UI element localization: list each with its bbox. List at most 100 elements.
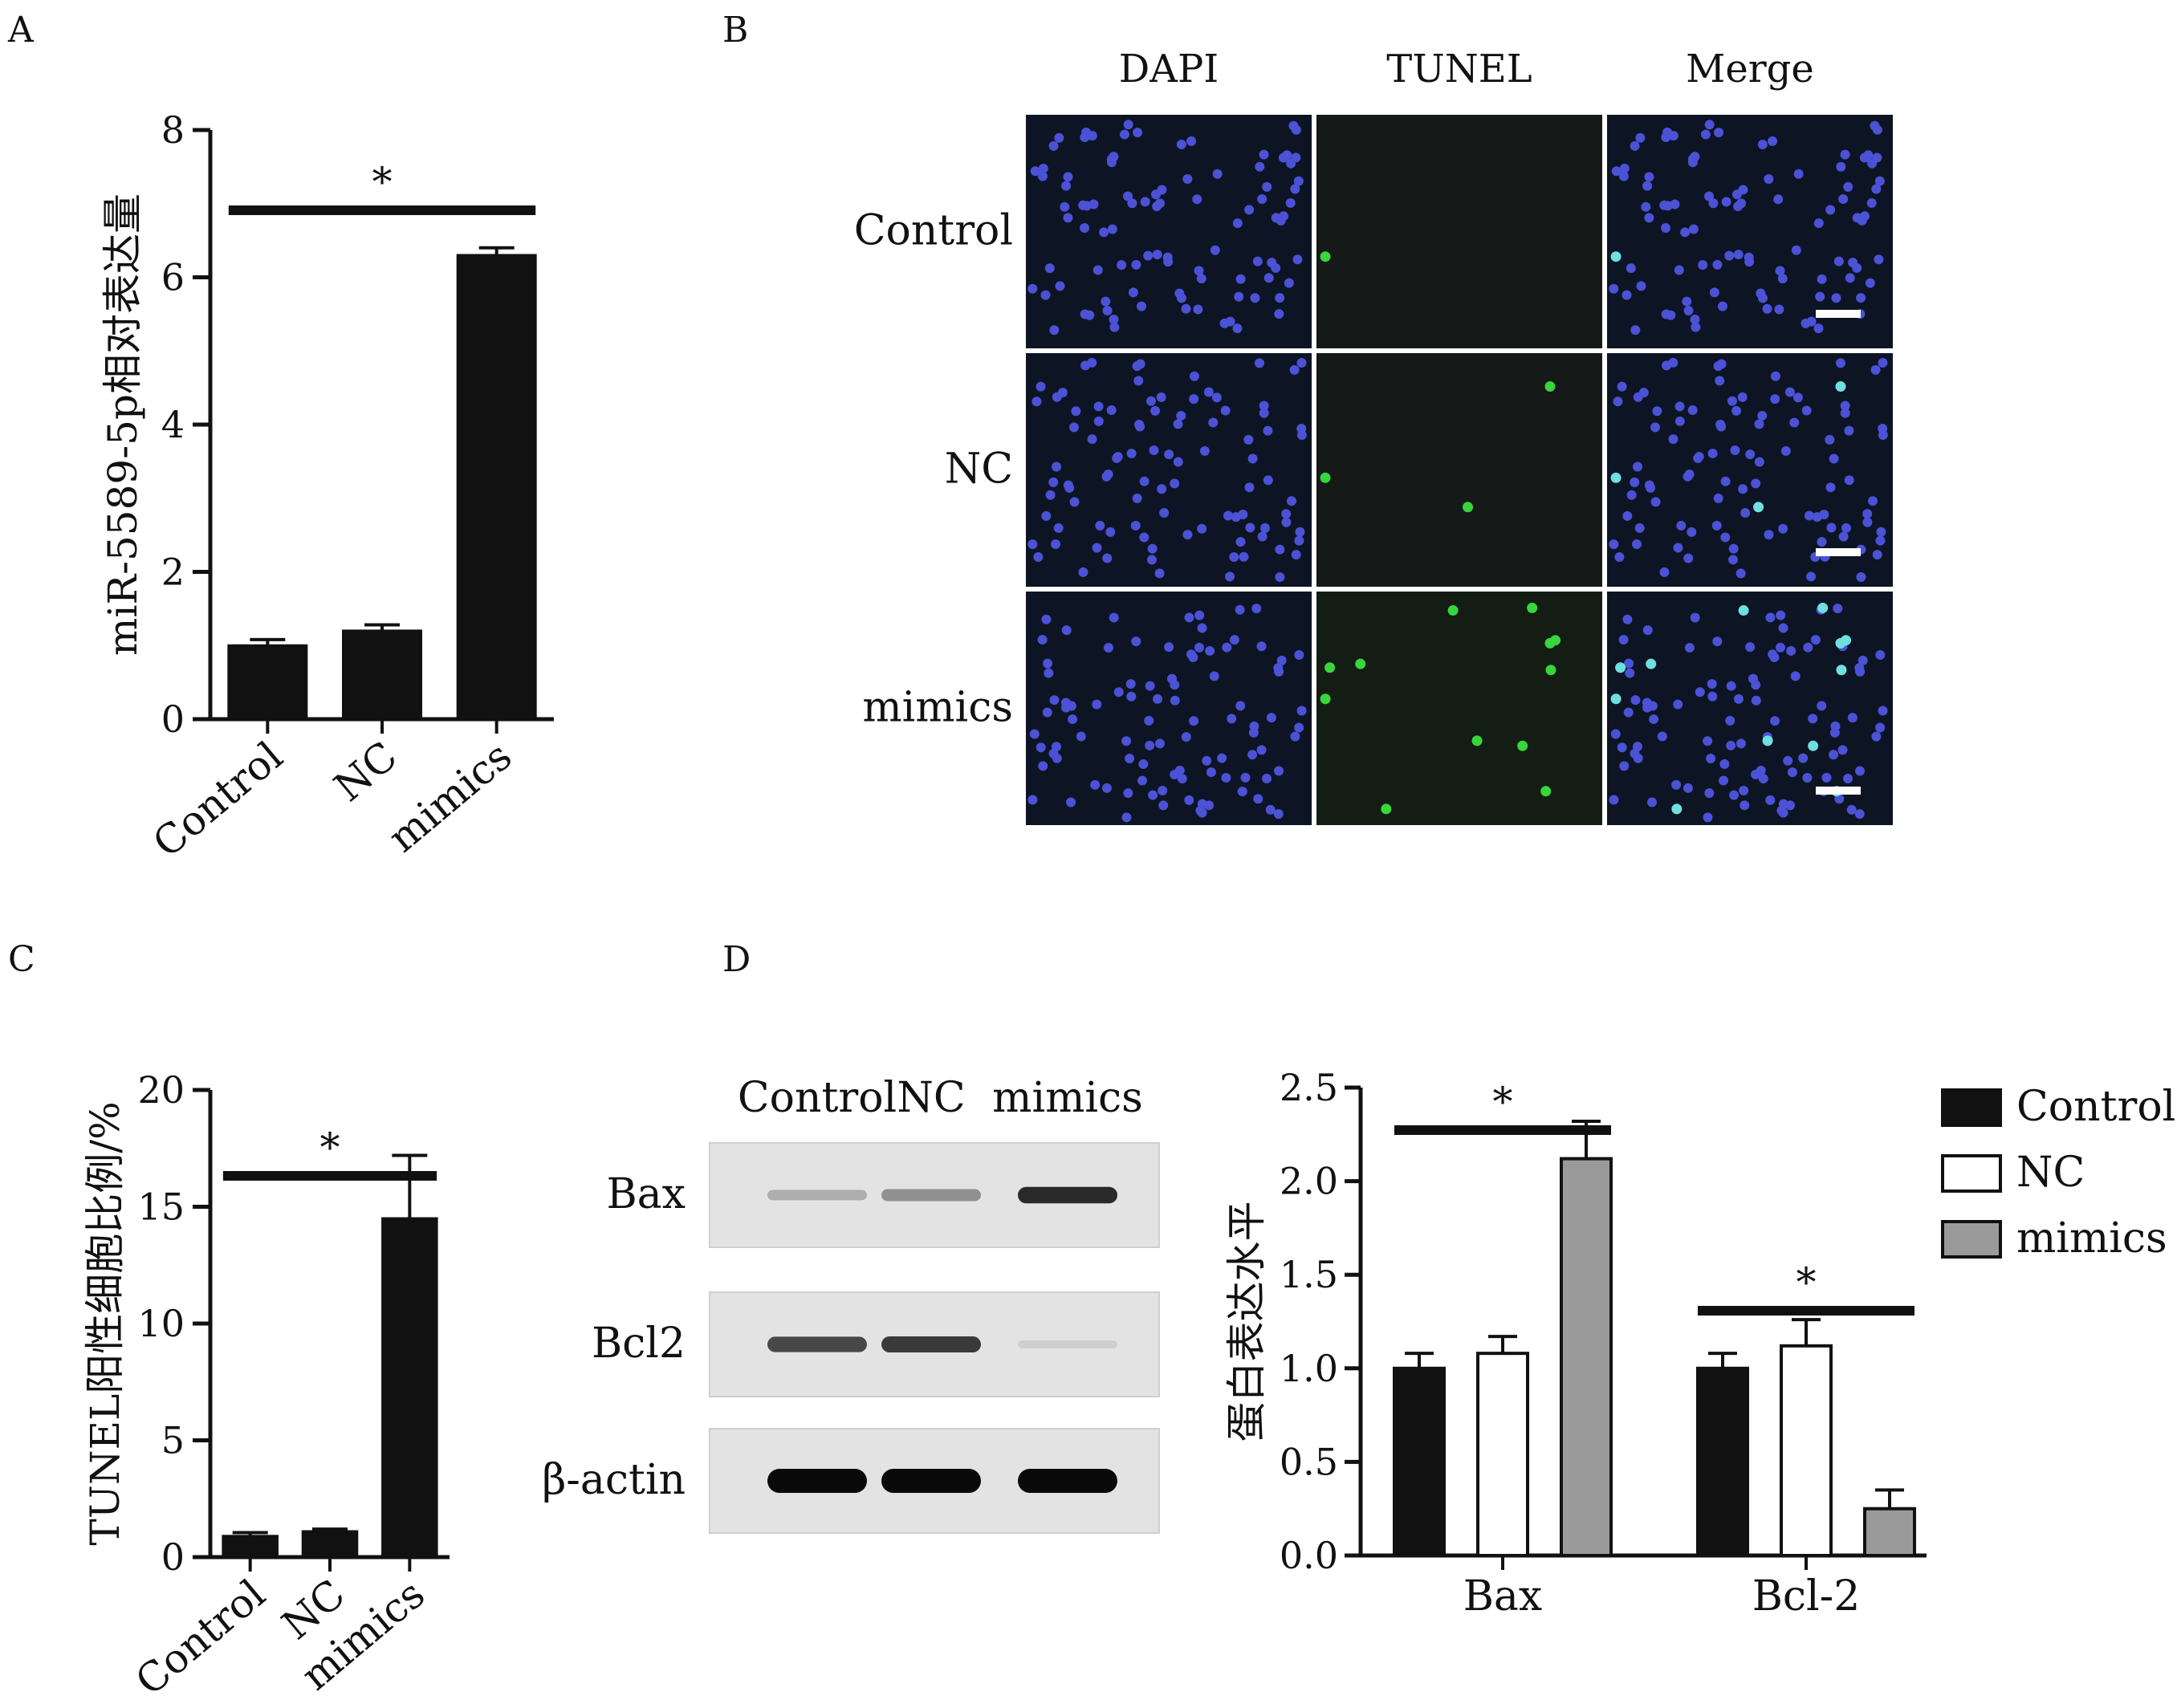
- dapi-nucleus: [1135, 359, 1145, 369]
- dapi-nucleus: [1709, 287, 1719, 298]
- dapi-nucleus: [1774, 304, 1784, 315]
- dapi-nucleus: [1866, 197, 1877, 208]
- bar: [1696, 1366, 1749, 1558]
- dapi-nucleus: [1127, 198, 1137, 209]
- dapi-nucleus: [1078, 200, 1088, 210]
- dapi-nucleus: [1714, 128, 1724, 138]
- dapi-nucleus: [1836, 161, 1846, 172]
- dapi-nucleus: [1284, 278, 1294, 288]
- bar: [341, 629, 423, 721]
- dapi-nucleus: [1154, 198, 1165, 209]
- lane-label: Control: [738, 1074, 897, 1122]
- dapi-nucleus: [1208, 417, 1219, 428]
- dapi-nucleus: [1715, 419, 1726, 429]
- dapi-nucleus: [1036, 381, 1046, 392]
- dapi-nucleus: [1844, 425, 1854, 436]
- dapi-nucleus: [1727, 396, 1737, 406]
- dapi-nucleus: [1133, 128, 1143, 138]
- dapi-nucleus: [1676, 520, 1687, 531]
- dapi-nucleus: [1789, 417, 1800, 428]
- dapi-nucleus: [1838, 531, 1849, 542]
- dapi-nucleus: [1712, 259, 1723, 270]
- dapi-nucleus: [1666, 310, 1676, 320]
- dapi-nucleus: [1037, 171, 1048, 181]
- dapi-nucleus: [1256, 641, 1267, 652]
- dapi-nucleus: [1267, 258, 1277, 268]
- dapi-nucleus: [1126, 691, 1137, 702]
- dapi-nucleus: [1707, 691, 1718, 702]
- x-tick-label: Control: [144, 733, 291, 867]
- dapi-nucleus: [1632, 539, 1642, 549]
- dapi-nucleus: [1231, 512, 1241, 523]
- dapi-nucleus: [1715, 376, 1725, 386]
- dapi-nucleus: [1042, 707, 1052, 718]
- dapi-nucleus: [1037, 635, 1048, 645]
- dapi-nucleus: [1844, 475, 1854, 486]
- panel-label-c: C: [8, 939, 35, 980]
- dapi-nucleus: [1239, 551, 1249, 562]
- dapi-nucleus: [1618, 635, 1629, 645]
- dapi-nucleus: [1630, 695, 1641, 706]
- dapi-nucleus: [1791, 245, 1801, 255]
- dapi-nucleus: [1052, 462, 1062, 472]
- dapi-nucleus: [1633, 462, 1643, 472]
- dapi-nucleus: [1031, 396, 1042, 407]
- scale-bar: [1816, 787, 1861, 795]
- dapi-nucleus: [1751, 695, 1761, 706]
- protein-band: [1018, 1186, 1117, 1204]
- tunel-positive-cell: [1447, 605, 1459, 616]
- dapi-nucleus: [1708, 198, 1719, 209]
- dapi-nucleus: [1061, 181, 1072, 191]
- dapi-nucleus: [1045, 490, 1056, 500]
- dapi-nucleus: [1164, 449, 1174, 460]
- dapi-nucleus: [1821, 772, 1832, 783]
- dapi-nucleus: [1875, 535, 1886, 546]
- dapi-nucleus: [1102, 553, 1113, 563]
- significance-star: *: [320, 1124, 340, 1171]
- dapi-nucleus: [1252, 256, 1263, 266]
- dapi-nucleus: [1156, 392, 1166, 402]
- dapi-nucleus: [1817, 537, 1827, 547]
- dapi-nucleus: [1609, 539, 1619, 550]
- y-tick-label: 2.5: [1280, 1066, 1338, 1109]
- dapi-nucleus: [1137, 775, 1148, 786]
- x-tick-label: Bcl-2: [1752, 1572, 1861, 1621]
- dapi-nucleus: [1673, 699, 1683, 710]
- y-tick-label: 2.0: [1280, 1160, 1338, 1203]
- legend-label: mimics: [2016, 1214, 2167, 1263]
- dapi-nucleus: [1234, 291, 1244, 302]
- dapi-nucleus: [1293, 176, 1304, 186]
- protein-band: [767, 1190, 867, 1201]
- dapi-nucleus: [1036, 742, 1046, 753]
- dapi-nucleus: [1273, 663, 1284, 673]
- dapi-nucleus: [1683, 553, 1694, 563]
- dapi-nucleus: [1690, 314, 1700, 324]
- row-label: mimics: [862, 684, 1013, 732]
- protein-band: [1018, 1340, 1117, 1348]
- dapi-nucleus: [1703, 812, 1713, 823]
- dapi-nucleus: [1871, 731, 1882, 742]
- dapi-nucleus: [1661, 132, 1671, 142]
- dapi-nucleus: [1793, 169, 1804, 179]
- dapi-nucleus: [1609, 795, 1619, 805]
- dapi-nucleus: [1222, 642, 1232, 653]
- dapi-nucleus: [1103, 643, 1113, 653]
- dapi-nucleus: [1670, 199, 1680, 209]
- dapi-nucleus: [1227, 714, 1237, 724]
- dapi-nucleus: [1829, 453, 1839, 464]
- dapi-nucleus: [1203, 387, 1214, 397]
- y-tick-label: 2: [161, 551, 185, 594]
- bar: [1780, 1344, 1833, 1558]
- dapi-nucleus: [1642, 625, 1653, 636]
- dapi-nucleus: [1049, 325, 1060, 336]
- column-header: TUNEL: [1386, 47, 1532, 92]
- dapi-nucleus: [1762, 303, 1772, 314]
- dapi-nucleus: [1202, 755, 1212, 766]
- dapi-nucleus: [1259, 401, 1269, 411]
- micrograph-panel: [1026, 115, 1312, 348]
- dapi-nucleus: [1051, 742, 1061, 752]
- tunel-positive-cell: [1517, 740, 1528, 751]
- dapi-nucleus: [1186, 136, 1197, 146]
- dapi-nucleus: [1815, 291, 1825, 302]
